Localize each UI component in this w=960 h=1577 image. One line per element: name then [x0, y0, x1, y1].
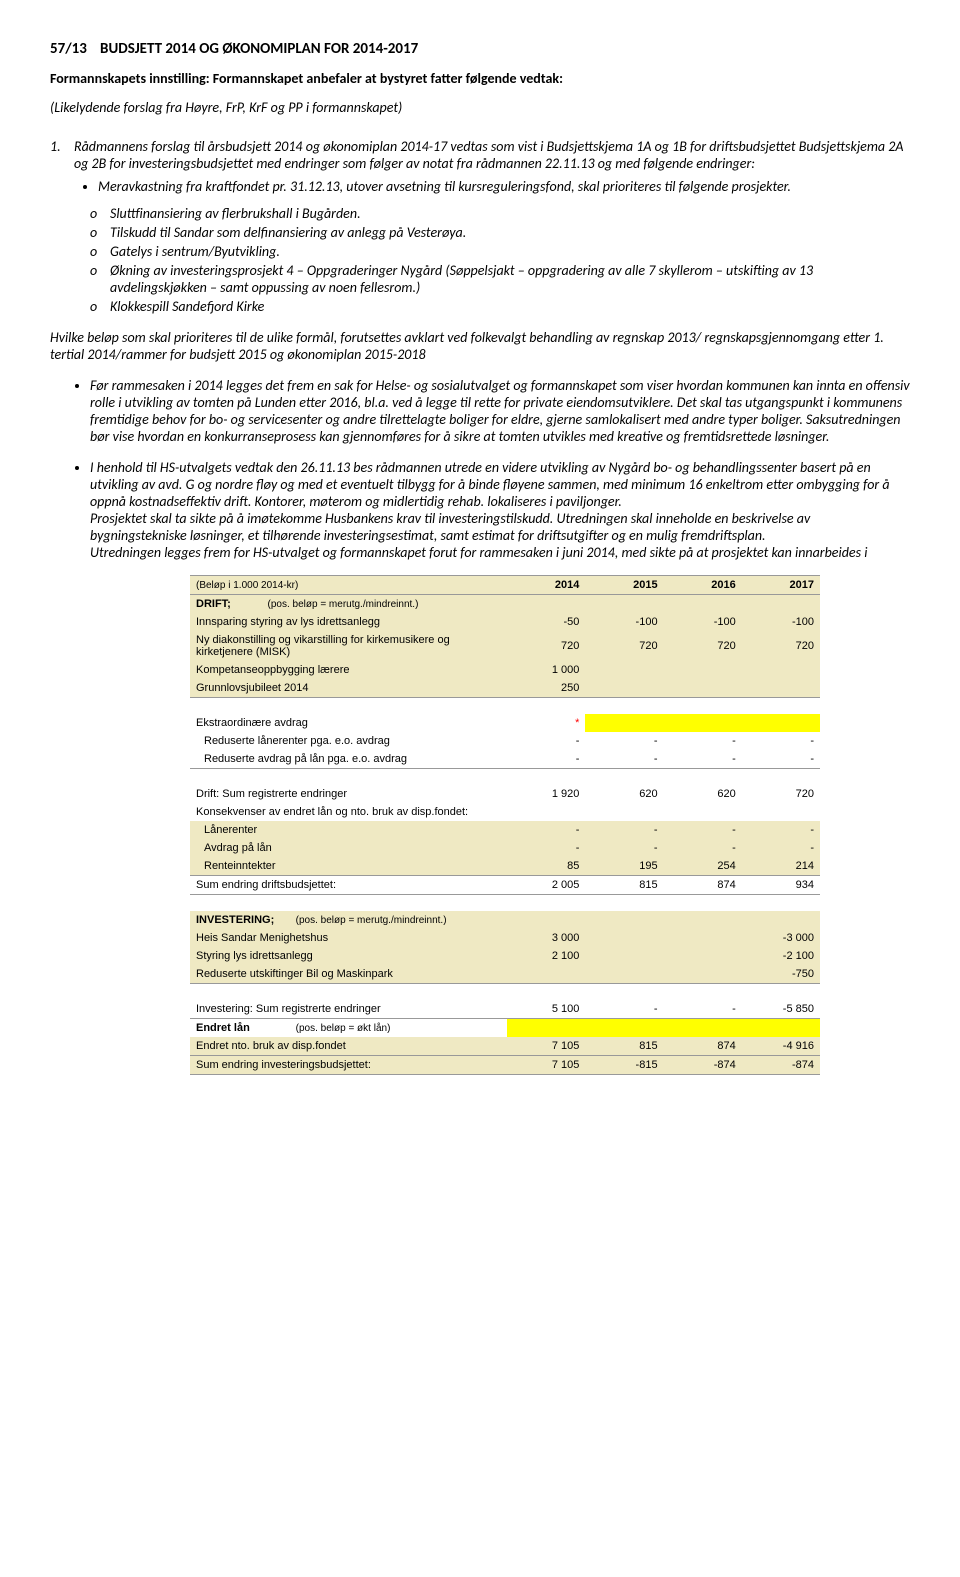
- doc-number: 57/13: [50, 40, 87, 58]
- table-row: Endret nto. bruk av disp.fondet 7 105 81…: [190, 1037, 820, 1056]
- drift-section-row: DRIFT; (pos. beløp = merutg./mindreinnt.…: [190, 595, 820, 614]
- sub-o-item: Tilskudd til Sandar som delfinansiering …: [110, 224, 910, 241]
- table-row: Avdrag på lån - - - -: [190, 839, 820, 857]
- table-row: Grunnlovsjubileet 2014 250: [190, 679, 820, 698]
- row-label: Drift: Sum registrerte endringer: [190, 785, 507, 803]
- table-row: Ekstraordinære avdrag *: [190, 714, 820, 732]
- para-2: Hvilke beløp som skal prioriteres til de…: [50, 329, 910, 363]
- unit-note: (Beløp i 1.000 2014-kr): [190, 576, 507, 595]
- kons-label-row: Konsekvenser av endret lån og nto. bruk …: [190, 803, 820, 821]
- table-row: Reduserte avdrag på lån pga. e.o. avdrag…: [190, 750, 820, 769]
- outer-bullet-2: I henhold til HS-utvalgets vedtak den 26…: [90, 459, 910, 561]
- sum-drift-row: Sum endring driftsbudsjettet: 2 005 815 …: [190, 876, 820, 895]
- row-label: Investering: Sum registrerte endringer: [190, 1000, 507, 1019]
- drift-label: DRIFT; (pos. beløp = merutg./mindreinnt.…: [190, 595, 507, 614]
- row-label: Avdrag på lån: [190, 839, 507, 857]
- row-label: Ekstraordinære avdrag: [190, 714, 507, 732]
- doc-title: BUDSJETT 2014 OG ØKONOMIPLAN FOR 2014-20…: [100, 40, 418, 58]
- table-row: Heis Sandar Menighetshus 3 000 -3 000: [190, 929, 820, 947]
- row-label: Konsekvenser av endret lån og nto. bruk …: [190, 803, 507, 821]
- table-row: Styring lys idrettsanlegg 2 100 -2 100: [190, 947, 820, 965]
- row-label: Grunnlovsjubileet 2014: [190, 679, 507, 698]
- year-col: 2016: [664, 576, 742, 595]
- row-label: Sum endring driftsbudsjettet:: [190, 876, 507, 895]
- sub-o-item: Gatelys i sentrum/Byutvikling.: [110, 243, 910, 260]
- endret-label-row: Endret lån (pos. beløp = økt lån): [190, 1019, 820, 1038]
- row-label: Ny diakonstilling og vikarstilling for k…: [190, 631, 507, 661]
- invest-label: INVESTERING; (pos. beløp = merutg./mindr…: [190, 911, 507, 929]
- row-label: Endret nto. bruk av disp.fondet: [190, 1037, 507, 1056]
- row-label: Reduserte lånerenter pga. e.o. avdrag: [190, 732, 507, 750]
- table-row: Lånerenter - - - -: [190, 821, 820, 839]
- outer-bullets: Før rammesaken i 2014 legges det frem en…: [50, 377, 910, 561]
- row-label: Innsparing styring av lys idrettsanlegg: [190, 613, 507, 631]
- budget-table: (Beløp i 1.000 2014-kr) 2014 2015 2016 2…: [190, 575, 820, 1075]
- doc-header: 57/13 BUDSJETT 2014 OG ØKONOMIPLAN FOR 2…: [50, 40, 910, 58]
- row-label: Reduserte utskiftinger Bil og Maskinpark: [190, 965, 507, 984]
- sum-invest-row: Sum endring investeringsbudsjettet: 7 10…: [190, 1056, 820, 1075]
- year-col: 2017: [742, 576, 820, 595]
- paren-note: (Likelydende forslag fra Høyre, FrP, KrF…: [50, 99, 910, 116]
- invest-sum-row: Investering: Sum registrerte endringer 5…: [190, 1000, 820, 1019]
- year-col: 2015: [585, 576, 663, 595]
- outer-bullet-1: Før rammesaken i 2014 legges det frem en…: [90, 377, 910, 445]
- budget-table-wrap: (Beløp i 1.000 2014-kr) 2014 2015 2016 2…: [190, 575, 820, 1075]
- item-1-num: 1.: [50, 138, 74, 172]
- table-row: Renteinntekter 85 195 254 214: [190, 857, 820, 876]
- year-col: 2014: [507, 576, 585, 595]
- row-label: Renteinntekter: [190, 857, 507, 876]
- row-label: Styring lys idrettsanlegg: [190, 947, 507, 965]
- row-label: Reduserte avdrag på lån pga. e.o. avdrag: [190, 750, 507, 769]
- bullet-item: Meravkastning fra kraftfondet pr. 31.12.…: [98, 178, 910, 195]
- row-label: Sum endring investeringsbudsjettet:: [190, 1056, 507, 1075]
- sub-o-item: Økning av investeringsprosjekt 4 – Oppgr…: [110, 262, 910, 296]
- item-1-text: Rådmannens forslag til årsbudsjett 2014 …: [74, 138, 910, 172]
- sub-o-list: Sluttfinansiering av flerbrukshall i Bug…: [50, 205, 910, 315]
- table-row: Reduserte utskiftinger Bil og Maskinpark…: [190, 965, 820, 984]
- row-label: Heis Sandar Menighetshus: [190, 929, 507, 947]
- table-row: Kompetanseoppbygging lærere 1 000: [190, 661, 820, 679]
- row-label: Kompetanseoppbygging lærere: [190, 661, 507, 679]
- table-header-row: (Beløp i 1.000 2014-kr) 2014 2015 2016 2…: [190, 576, 820, 595]
- table-row: Innsparing styring av lys idrettsanlegg …: [190, 613, 820, 631]
- drift-sum-row: Drift: Sum registrerte endringer 1 920 6…: [190, 785, 820, 803]
- endret-label: Endret lån (pos. beløp = økt lån): [190, 1019, 507, 1038]
- sub-o-item: Klokkespill Sandefjord Kirke: [110, 298, 910, 315]
- bullets-level-1: Meravkastning fra kraftfondet pr. 31.12.…: [50, 178, 910, 195]
- table-row: Ny diakonstilling og vikarstilling for k…: [190, 631, 820, 661]
- row-label: Lånerenter: [190, 821, 507, 839]
- sub-heading: Formannskapets innstilling: Formannskape…: [50, 70, 910, 87]
- item-1: 1. Rådmannens forslag til årsbudsjett 20…: [50, 138, 910, 172]
- sub-o-item: Sluttfinansiering av flerbrukshall i Bug…: [110, 205, 910, 222]
- invest-section-row: INVESTERING; (pos. beløp = merutg./mindr…: [190, 911, 820, 929]
- table-row: Reduserte lånerenter pga. e.o. avdrag - …: [190, 732, 820, 750]
